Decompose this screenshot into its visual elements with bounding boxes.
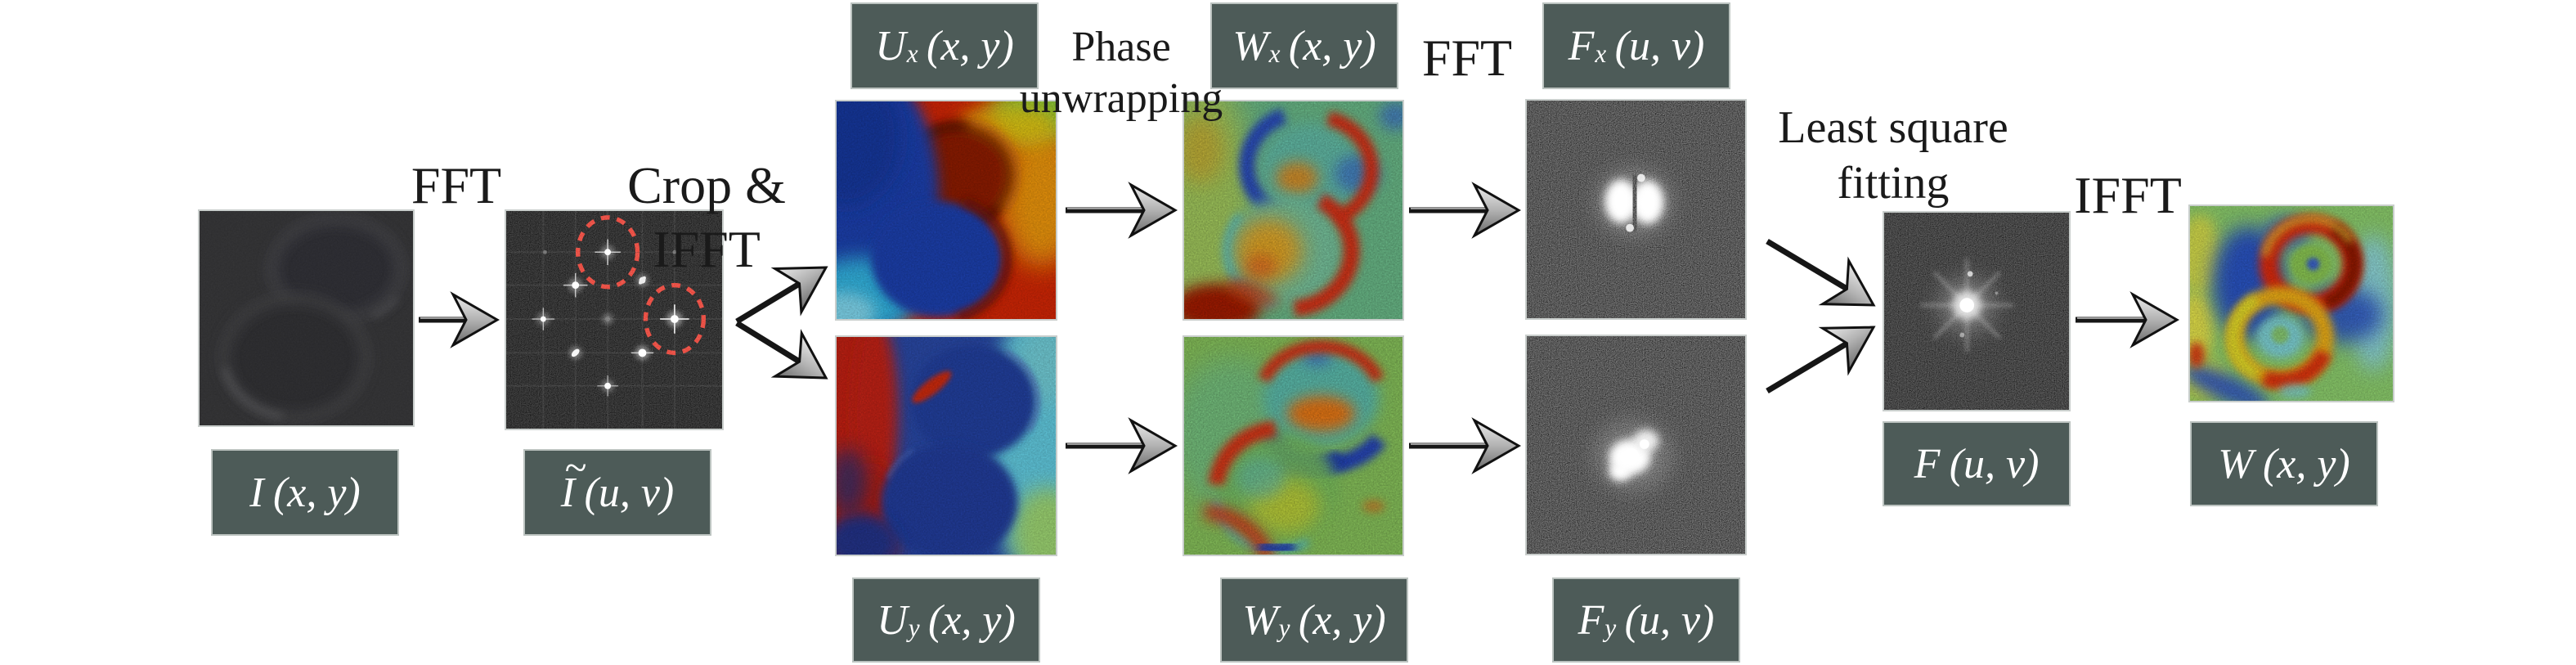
step-label-fft-2: FFT [1421, 29, 1513, 87]
label-I-xy: I (x, y) [211, 449, 399, 536]
arrow-converge-lower [1766, 326, 1876, 394]
arrow-converge-upper [1766, 238, 1876, 307]
step-label-ifft: IFFT [2074, 166, 2182, 224]
fitted-spectrum-image [1883, 211, 2071, 411]
fft-fx-image [1525, 99, 1747, 320]
arrow-wy-to-fy [1409, 417, 1522, 474]
wrapped-phase-x-image [835, 100, 1057, 321]
step-label-crop-ifft: Crop & IFFT [627, 156, 786, 279]
tilde-mark: ~ [564, 444, 587, 490]
interferogram-image [198, 209, 415, 427]
fft-fy-image [1525, 335, 1747, 555]
arrow-branch-down [735, 321, 828, 380]
wrapped-phase-y-image [835, 335, 1057, 556]
arrow-f-to-w [2076, 291, 2180, 348]
arrow-i-to-spectrum [419, 291, 500, 348]
step-label-least-square-fitting: Least square fitting [1778, 102, 2008, 209]
step-label-phase-unwrapping: Phase unwrapping [1019, 24, 1223, 123]
arrow-ux-to-wx [1066, 182, 1178, 239]
step-label-fft: FFT [411, 156, 502, 214]
arrow-wx-to-fx [1409, 182, 1522, 239]
unwrapped-phase-y-image [1183, 335, 1404, 556]
fft-spectrum-image [505, 209, 724, 430]
wavefront-image [2188, 204, 2394, 402]
label-Itilde-uv: ~ I (u, v) [523, 445, 711, 536]
label-F-uv: F (u, v) [1883, 421, 2071, 506]
unwrapped-phase-x-image [1183, 100, 1404, 321]
label-W-xy: W (x, y) [2190, 421, 2378, 506]
arrow-uy-to-wy [1066, 417, 1178, 474]
